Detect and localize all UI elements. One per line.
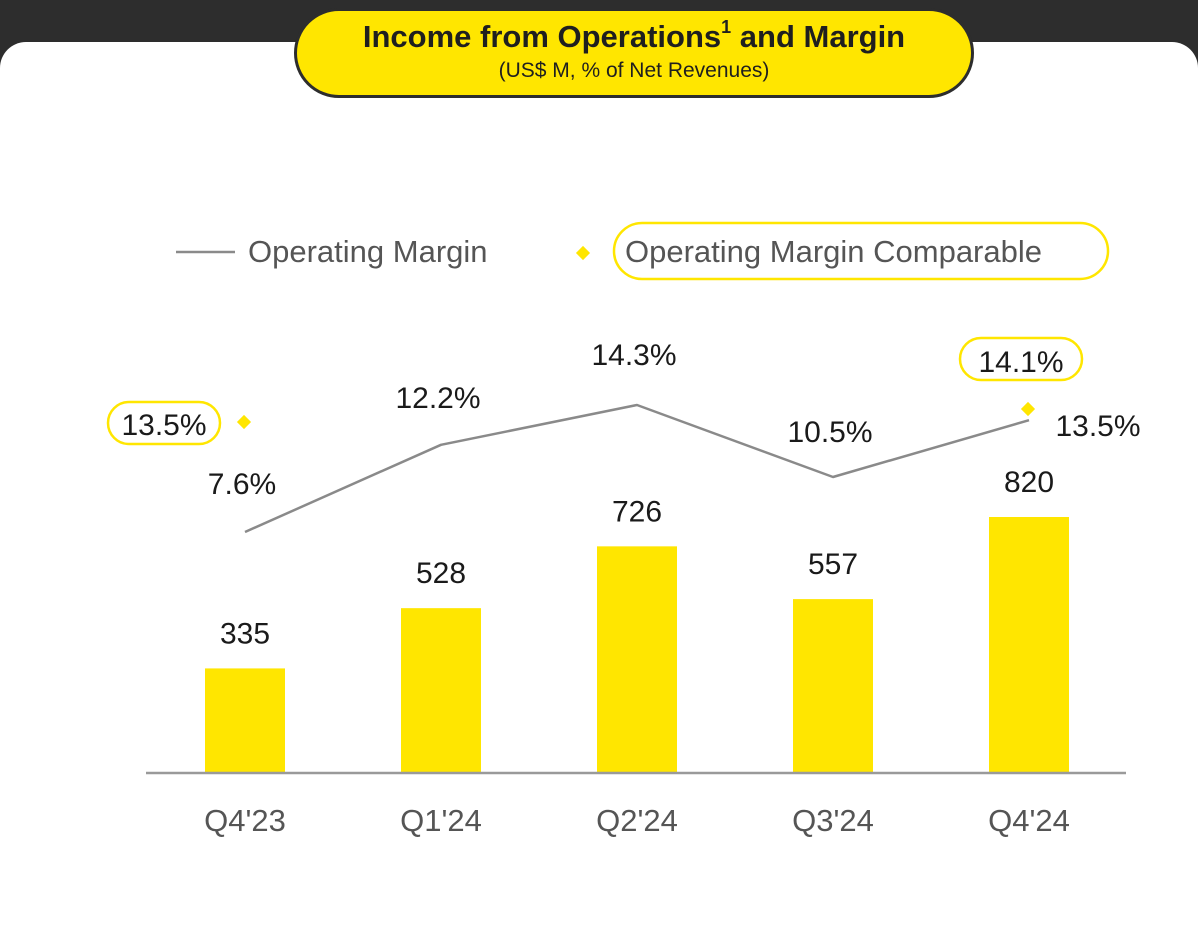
legend-comparable-pill	[612, 221, 1110, 281]
margin-line	[244, 403, 1030, 534]
comparable-pill-4	[958, 336, 1084, 382]
legend-label-comparable: Operating Margin Comparable	[625, 234, 1042, 269]
x-tick-label-0: Q4'23	[204, 803, 286, 838]
bar-series: 335 528 726 557 820	[205, 466, 1069, 773]
bar-0	[205, 668, 285, 773]
chart-title-footnote-mark: 1	[721, 17, 732, 37]
bar-1	[401, 608, 481, 773]
comparable-label-0: 13.5%	[121, 409, 206, 442]
x-tick-label-2: Q2'24	[596, 803, 678, 838]
x-tick-label-4: Q4'24	[988, 803, 1070, 838]
bar-value-label-1: 528	[416, 557, 466, 590]
legend-diamond-icon	[575, 245, 591, 261]
chart-title-rest: and Margin	[731, 19, 906, 54]
comparable-diamond-icon-0	[236, 414, 252, 430]
comparable-diamond-icon-4	[1020, 401, 1036, 417]
bar-4	[989, 517, 1069, 773]
comparable-pill-0	[106, 400, 222, 446]
x-tick-label-1: Q1'24	[400, 803, 482, 838]
chart-title-pill: Income from Operations1 and Margin (US$ …	[294, 8, 974, 98]
margin-line-series: 7.6% 12.2% 14.3% 10.5% 13.5%	[208, 339, 1141, 534]
bar-value-label-3: 557	[808, 548, 858, 581]
chart-subtitle: (US$ M, % of Net Revenues)	[498, 59, 770, 82]
comparable-series: 13.5% 14.1%	[106, 336, 1084, 446]
bar-2	[597, 546, 677, 773]
bar-value-label-2: 726	[612, 495, 662, 528]
legend-label-operating-margin: Operating Margin	[248, 234, 488, 269]
margin-label-0: 7.6%	[208, 468, 276, 501]
chart-card	[0, 42, 1198, 934]
margin-label-2: 14.3%	[591, 339, 676, 372]
bar-3	[793, 599, 873, 773]
bar-value-label-4: 820	[1004, 466, 1054, 499]
x-tick-label-3: Q3'24	[792, 803, 874, 838]
chart-title: Income from Operations1 and Margin	[297, 17, 971, 57]
chart-legend: Operating Margin Operating Margin Compara…	[176, 221, 1110, 281]
bar-value-label-0: 335	[220, 617, 270, 650]
comparable-label-4: 14.1%	[978, 346, 1063, 379]
x-axis: Q4'23 Q1'24 Q2'24 Q3'24 Q4'24	[146, 771, 1126, 838]
margin-label-3: 10.5%	[787, 416, 872, 449]
margin-label-1: 12.2%	[395, 382, 480, 415]
chart-title-main: Income from Operations	[362, 19, 722, 54]
margin-label-4: 13.5%	[1055, 410, 1140, 443]
